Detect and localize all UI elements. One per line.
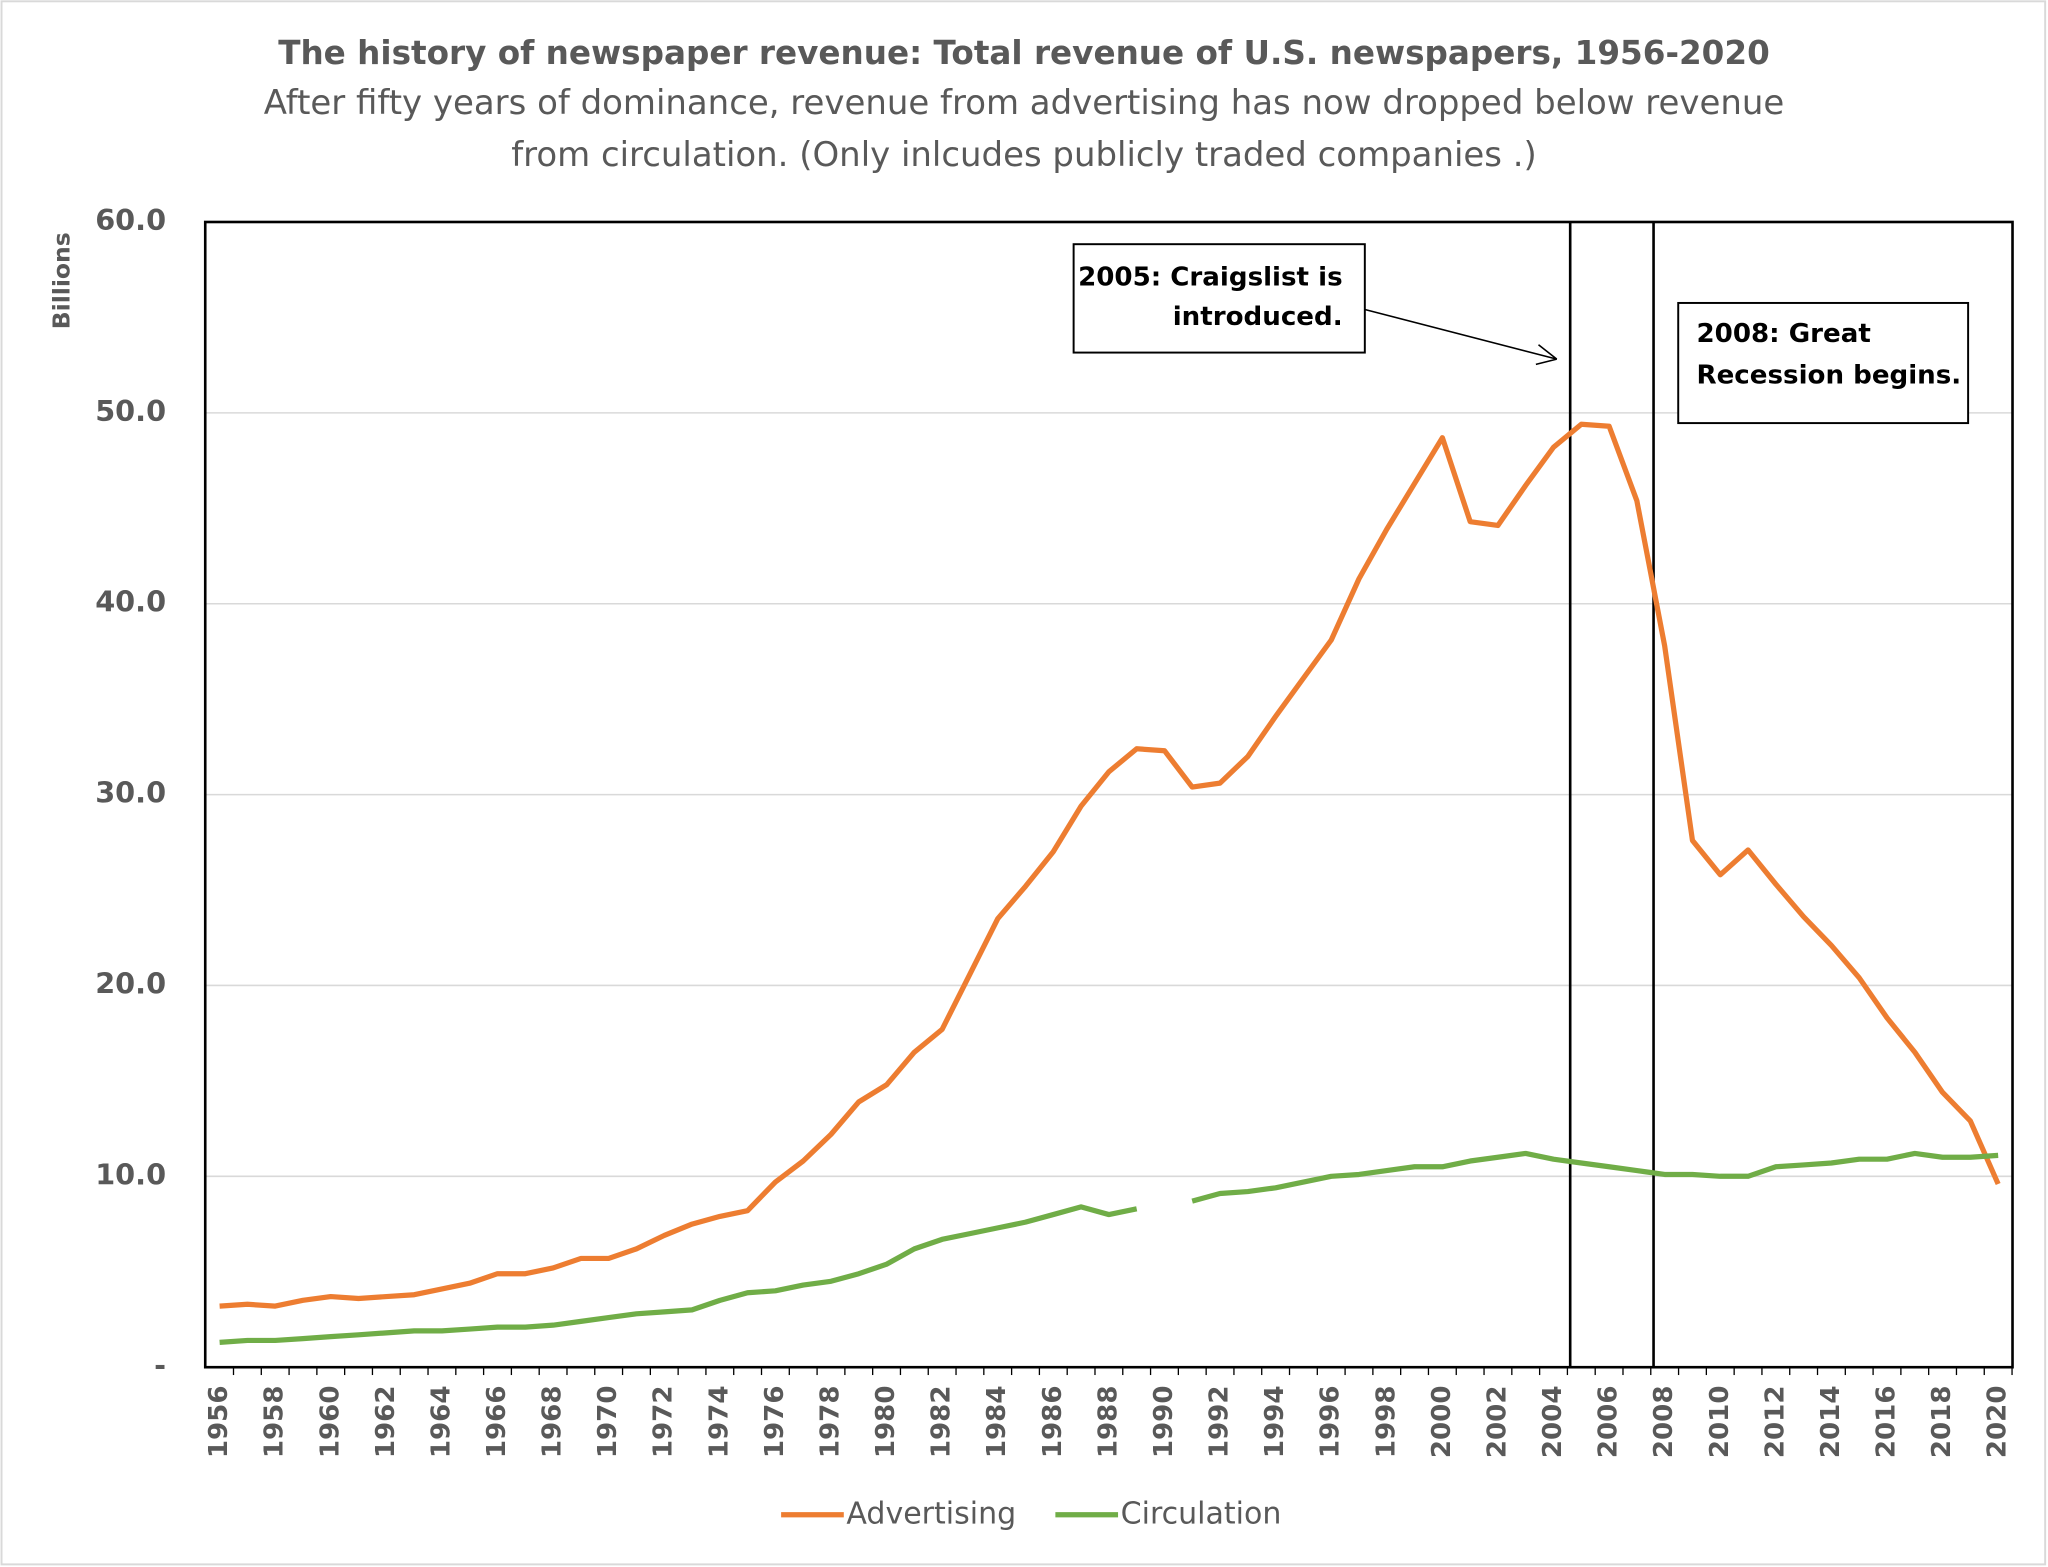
y-tick-label: 50.0 [95, 394, 166, 428]
x-tick-label: 1958 [260, 1385, 290, 1458]
y-tick-label: - [154, 1348, 166, 1382]
x-tick-label: 2016 [1871, 1385, 1901, 1458]
annotation-arrowhead [1535, 344, 1558, 366]
annotation-text: 2008: Great [1697, 319, 1871, 349]
x-tick-label: 2012 [1760, 1385, 1790, 1458]
x-tick-label: 2010 [1705, 1385, 1735, 1458]
x-tick-label: 1980 [871, 1385, 901, 1458]
x-tick-label: 1998 [1371, 1385, 1401, 1458]
x-tick-label: 2006 [1594, 1385, 1624, 1458]
legend-label: Advertising [846, 1496, 1016, 1531]
legend-label: Circulation [1121, 1496, 1282, 1531]
annotation-box [1677, 301, 1970, 425]
x-tick-label: 1972 [649, 1385, 679, 1458]
y-tick-label: 20.0 [95, 966, 166, 1000]
x-tick-label: 1974 [704, 1385, 734, 1458]
x-tick-label: 1984 [982, 1385, 1012, 1458]
y-tick-label: 10.0 [95, 1157, 166, 1191]
x-tick-label: 2000 [1427, 1385, 1457, 1458]
y-tick-label: 40.0 [95, 585, 166, 619]
plot-border [203, 220, 2014, 1369]
x-tick-label: 1978 [815, 1385, 845, 1458]
chart-subtitle: from circulation. (Only inlcudes publicl… [511, 135, 1537, 175]
x-tick-label: 1968 [538, 1385, 568, 1458]
y-tick-label: 30.0 [95, 776, 166, 810]
series-line [219, 421, 2001, 1309]
x-tick-label: 1982 [927, 1385, 957, 1458]
annotation-box [1072, 243, 1366, 354]
x-tick-label: 1976 [760, 1385, 790, 1458]
y-tick-label: 60.0 [95, 203, 166, 237]
x-tick-label: 1986 [1038, 1385, 1068, 1458]
series-line [219, 1150, 1999, 1346]
x-tick-label: 1990 [1149, 1385, 1179, 1458]
x-tick-label: 2014 [1816, 1385, 1846, 1458]
x-tick-label: 1960 [315, 1385, 345, 1458]
x-tick-label: 1996 [1316, 1385, 1346, 1458]
y-axis-label: Billions [47, 232, 75, 329]
chart-title: The history of newspaper revenue: Total … [278, 34, 1770, 72]
x-tick-label: 1992 [1205, 1385, 1235, 1458]
x-tick-label: 1964 [426, 1385, 456, 1458]
annotation-text: Recession begins. [1697, 361, 1962, 391]
x-tick-label: 2020 [1983, 1385, 2013, 1458]
x-tick-label: 1962 [371, 1385, 401, 1458]
annotation-arrow [1364, 308, 1557, 360]
x-tick-label: 2002 [1482, 1385, 1512, 1458]
x-tick-label: 1994 [1260, 1385, 1290, 1458]
x-tick-label: 1988 [1093, 1385, 1123, 1458]
x-tick-label: 2018 [1927, 1385, 1957, 1458]
x-tick-label: 1966 [482, 1385, 512, 1458]
x-tick-label: 1956 [204, 1385, 234, 1458]
annotation-text: introduced. [1173, 302, 1343, 332]
x-tick-label: 1970 [593, 1385, 623, 1458]
annotation-text: 2005: Craigslist is [1078, 263, 1343, 293]
x-tick-label: 2008 [1649, 1385, 1679, 1458]
x-tick-label: 2004 [1538, 1385, 1568, 1458]
chart-subtitle: After fifty years of dominance, revenue … [264, 83, 1785, 123]
